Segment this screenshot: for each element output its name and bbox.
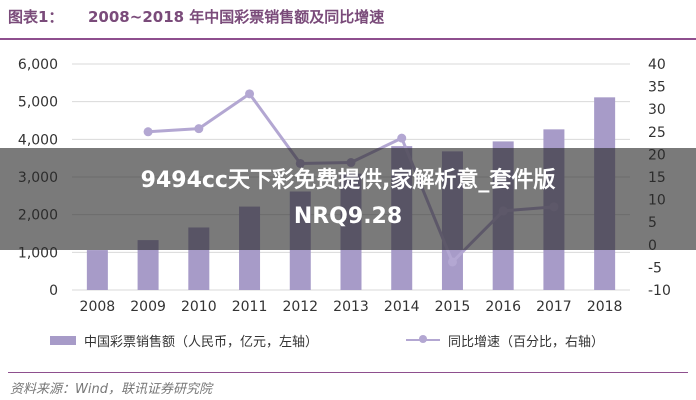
- source-note: 资料来源：Wind，联讯证券研究院: [10, 382, 212, 397]
- legend-item-growth: 同比增速（百分比，右轴）: [406, 331, 605, 350]
- bar: [137, 240, 159, 290]
- x-axis-tick-label: 2010: [181, 299, 217, 315]
- legend-item-sales: 中国彩票销售额（人民币，亿元，左轴）: [50, 331, 319, 350]
- x-axis-tick-label: 2009: [130, 299, 166, 315]
- left-axis-tick-label: 6,000: [18, 57, 58, 73]
- left-axis-tick-label: 5,000: [18, 95, 58, 111]
- right-axis-tick-label: -5: [648, 260, 662, 276]
- watermark-banner: 9494cc天下彩免费提供,家解析意_套件版 NRQ9.28: [0, 148, 696, 250]
- right-axis-tick-label: 40: [648, 57, 666, 73]
- x-axis-tick-label: 2018: [587, 299, 623, 315]
- x-axis-ticks: 2008 2009 2010 2011 2012 2013 2014 2015 2016 2017…: [80, 299, 623, 315]
- figure-label: 图表1：: [8, 8, 64, 26]
- x-axis-tick-label: 2015: [435, 299, 471, 315]
- right-axis-tick-label: 30: [648, 102, 666, 118]
- data-point: [194, 124, 204, 134]
- data-point: [397, 133, 407, 143]
- right-axis-tick-label: -10: [648, 283, 671, 299]
- bar: [86, 250, 108, 290]
- chart-legend: 中国彩票销售额（人民币，亿元，左轴） 同比增速（百分比，右轴）: [0, 322, 696, 356]
- right-axis-tick-label: 25: [648, 125, 666, 141]
- legend-label-growth: 同比增速（百分比，右轴）: [448, 334, 605, 350]
- source-divider: [8, 372, 688, 373]
- x-axis-tick-label: 2014: [384, 299, 420, 315]
- x-axis-tick-label: 2013: [333, 299, 369, 315]
- banner-line-1: 9494cc天下彩免费提供,家解析意_套件版: [140, 168, 556, 193]
- legend-label-sales: 中国彩票销售额（人民币，亿元，左轴）: [84, 334, 319, 350]
- x-axis-tick-label: 2012: [282, 299, 318, 315]
- legend-swatch-line: [406, 335, 440, 343]
- data-point: [447, 257, 457, 267]
- data-point: [143, 127, 153, 137]
- figure-header: 图表1： 2008~2018 年中国彩票销售额及同比增速: [0, 0, 696, 40]
- x-axis-tick-label: 2016: [485, 299, 521, 315]
- left-axis-tick-label: 4,000: [18, 132, 58, 148]
- data-point: [245, 89, 255, 99]
- left-axis-tick-label: 0: [49, 283, 58, 299]
- chart-title: 2008~2018 年中国彩票销售额及同比增速: [88, 8, 385, 26]
- x-axis-tick-label: 2008: [80, 299, 116, 315]
- x-axis-tick-label: 2017: [536, 299, 572, 315]
- right-axis-tick-label: 35: [648, 80, 666, 96]
- legend-swatch-bar: [50, 335, 76, 345]
- banner-line-2: NRQ9.28: [293, 204, 403, 229]
- x-axis-tick-label: 2011: [232, 299, 268, 315]
